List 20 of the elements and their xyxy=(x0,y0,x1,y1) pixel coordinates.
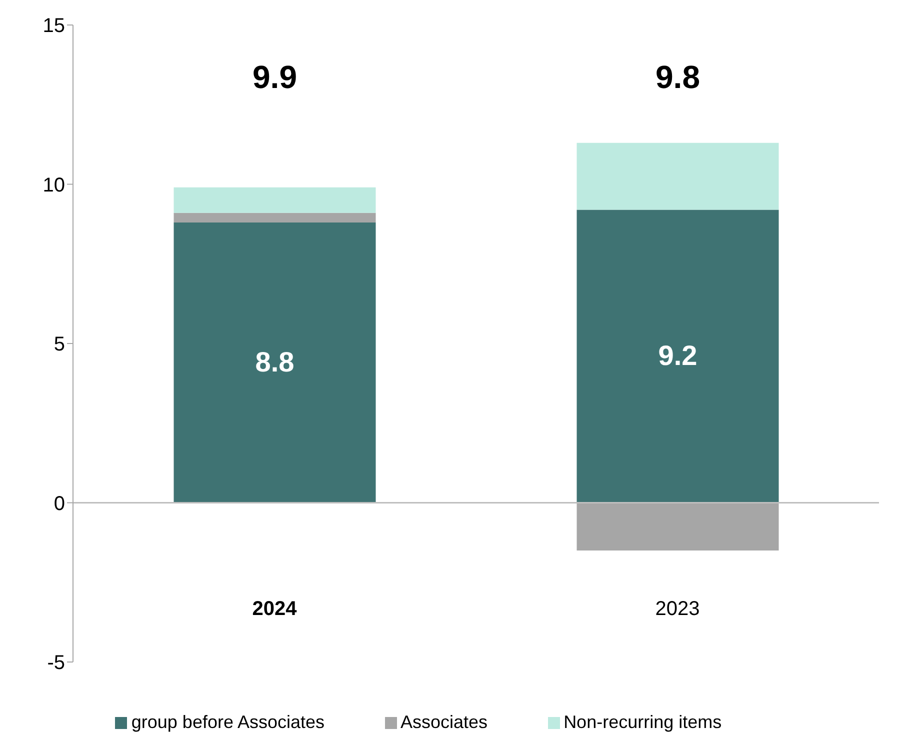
y-tick-label: 0 xyxy=(54,492,65,515)
bar xyxy=(576,142,779,210)
y-tick-label: 5 xyxy=(54,334,65,356)
legend-label: group before Associates xyxy=(131,712,325,732)
total-label: 9.9 xyxy=(252,59,297,95)
legend-label: Associates xyxy=(400,712,488,732)
bar xyxy=(174,212,376,222)
data-label: 8.8 xyxy=(255,346,294,378)
total-label: 9.8 xyxy=(656,59,700,95)
bar xyxy=(576,502,779,551)
y-tick-label: -5 xyxy=(47,652,65,674)
bar xyxy=(174,187,376,213)
data-label: 9.2 xyxy=(658,340,698,372)
y-tick-label: 15 xyxy=(42,15,65,38)
legend-label: Non-recurring items xyxy=(564,712,722,732)
y-tick-label: 10 xyxy=(42,174,65,196)
x-tick-label: 2024 xyxy=(252,598,298,620)
bar xyxy=(576,210,779,503)
x-tick-label: 2023 xyxy=(655,598,700,620)
bar xyxy=(174,222,376,503)
